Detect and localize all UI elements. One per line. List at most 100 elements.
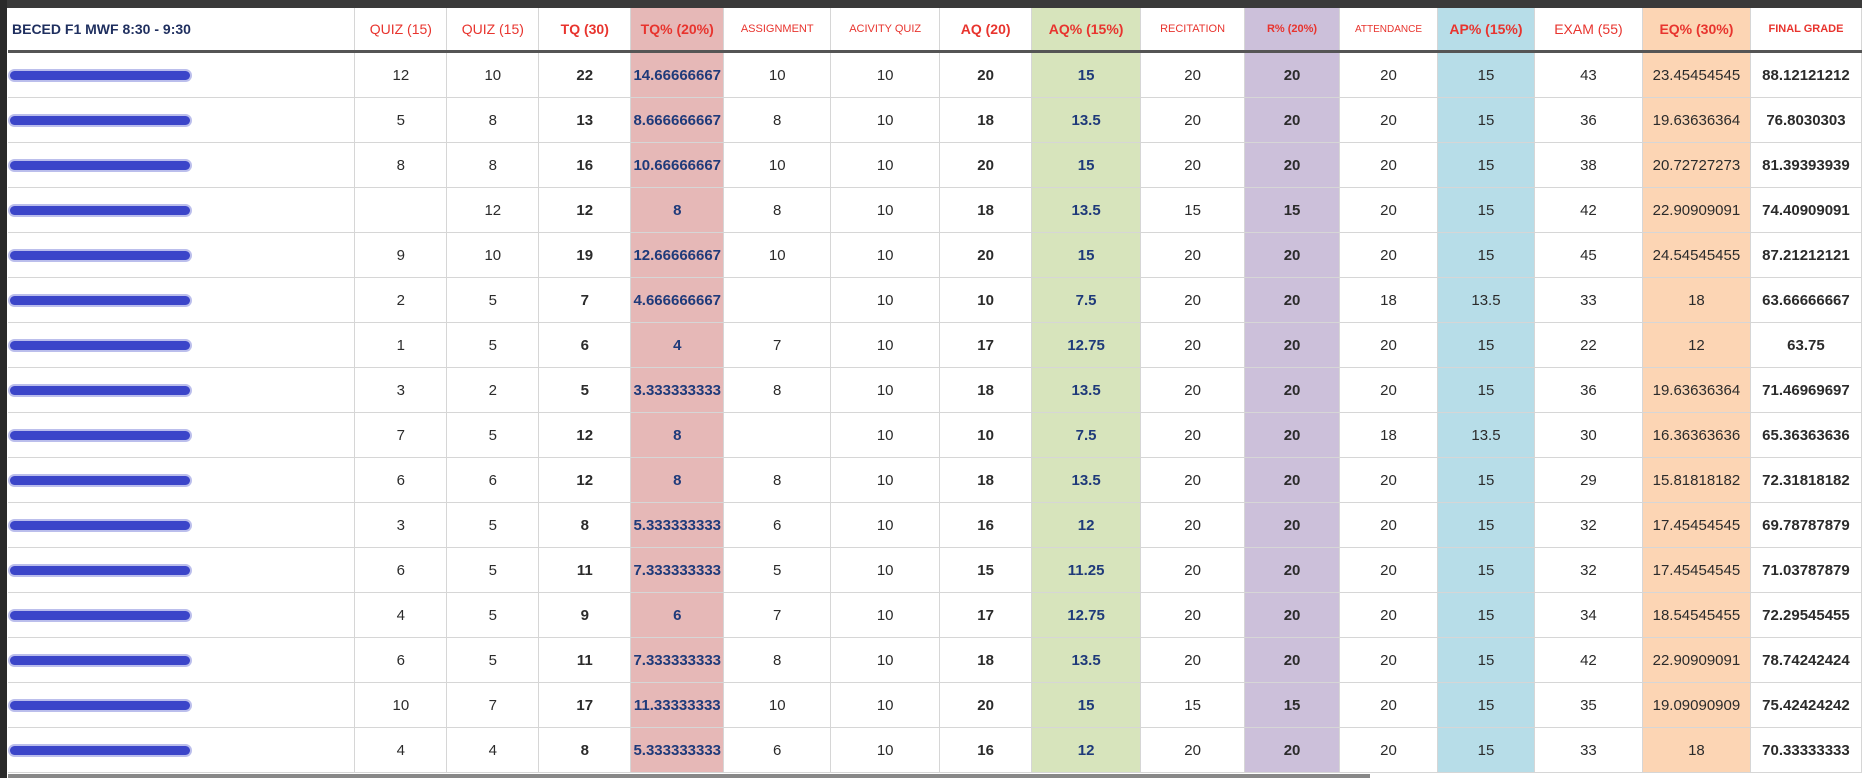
cell-student-name-redacted[interactable] — [8, 142, 356, 188]
cell-r-pct[interactable]: 20 — [1244, 592, 1341, 638]
cell-quiz-2[interactable]: 10 — [446, 51, 540, 98]
cell-student-name-redacted[interactable] — [8, 682, 356, 728]
cell-recitation[interactable]: 20 — [1140, 637, 1246, 683]
cell-aq-pct[interactable]: 15 — [1031, 232, 1142, 278]
cell-aq[interactable]: 18 — [939, 187, 1033, 233]
cell-recitation[interactable]: 20 — [1140, 367, 1246, 413]
cell-final-grade[interactable]: 70.33333333 — [1750, 727, 1862, 773]
cell-r-pct[interactable]: 20 — [1244, 547, 1341, 593]
cell-tq[interactable]: 7 — [538, 277, 632, 323]
cell-assignment[interactable]: 10 — [723, 51, 832, 98]
cell-aq-pct[interactable]: 12 — [1031, 502, 1142, 548]
header-r-pct[interactable]: R% (20%) — [1244, 8, 1341, 53]
cell-tq-pct[interactable]: 7.333333333 — [630, 547, 725, 593]
cell-exam[interactable]: 32 — [1534, 547, 1643, 593]
cell-eq-pct[interactable]: 15.81818182 — [1642, 457, 1751, 503]
cell-recitation[interactable]: 20 — [1140, 592, 1246, 638]
cell-ap-pct[interactable]: 13.5 — [1437, 412, 1535, 458]
cell-quiz-2[interactable]: 2 — [446, 367, 540, 413]
cell-recitation[interactable]: 20 — [1140, 322, 1246, 368]
cell-tq[interactable]: 17 — [538, 682, 632, 728]
cell-final-grade[interactable]: 81.39393939 — [1750, 142, 1862, 188]
cell-eq-pct[interactable]: 19.09090909 — [1642, 682, 1751, 728]
header-final-grade[interactable]: FINAL GRADE — [1750, 8, 1862, 53]
cell-student-name-redacted[interactable] — [8, 51, 356, 98]
cell-r-pct[interactable]: 20 — [1244, 277, 1341, 323]
cell-eq-pct[interactable]: 20.72727273 — [1642, 142, 1751, 188]
cell-assignment[interactable]: 6 — [723, 502, 832, 548]
cell-tq[interactable]: 8 — [538, 727, 632, 773]
cell-tq-pct[interactable]: 12.66666667 — [630, 232, 725, 278]
cell-ap-pct[interactable]: 15 — [1437, 637, 1535, 683]
cell-aq[interactable]: 20 — [939, 51, 1033, 98]
cell-tq[interactable]: 22 — [538, 51, 632, 98]
cell-student-name-redacted[interactable] — [8, 367, 356, 413]
cell-recitation[interactable]: 15 — [1140, 682, 1246, 728]
cell-exam[interactable]: 36 — [1534, 367, 1643, 413]
header-eq-pct[interactable]: EQ% (30%) — [1642, 8, 1751, 53]
cell-quiz-2[interactable]: 5 — [446, 322, 540, 368]
cell-tq[interactable]: 13 — [538, 97, 632, 143]
cell-student-name-redacted[interactable] — [8, 97, 356, 143]
cell-assignment[interactable]: 8 — [723, 457, 832, 503]
cell-quiz-1[interactable]: 3 — [354, 502, 448, 548]
cell-activity-quiz[interactable]: 10 — [830, 502, 941, 548]
cell-final-grade[interactable]: 88.12121212 — [1750, 51, 1862, 98]
cell-aq[interactable]: 16 — [939, 727, 1033, 773]
cell-final-grade[interactable]: 63.66666667 — [1750, 277, 1862, 323]
cell-attendance[interactable]: 20 — [1339, 51, 1438, 98]
cell-quiz-1[interactable]: 4 — [354, 592, 448, 638]
cell-final-grade[interactable]: 76.8030303 — [1750, 97, 1862, 143]
cell-activity-quiz[interactable]: 10 — [830, 277, 941, 323]
cell-tq[interactable]: 6 — [538, 322, 632, 368]
cell-assignment[interactable]: 6 — [723, 727, 832, 773]
cell-tq-pct[interactable]: 4.666666667 — [630, 277, 725, 323]
cell-final-grade[interactable]: 71.46969697 — [1750, 367, 1862, 413]
cell-exam[interactable]: 43 — [1534, 51, 1643, 98]
cell-r-pct[interactable]: 20 — [1244, 412, 1341, 458]
header-assignment[interactable]: ASSIGNMENT — [723, 8, 832, 53]
cell-ap-pct[interactable]: 15 — [1437, 97, 1535, 143]
cell-exam[interactable]: 45 — [1534, 232, 1643, 278]
cell-exam[interactable]: 35 — [1534, 682, 1643, 728]
cell-exam[interactable]: 29 — [1534, 457, 1643, 503]
cell-attendance[interactable]: 20 — [1339, 637, 1438, 683]
cell-r-pct[interactable]: 15 — [1244, 187, 1341, 233]
cell-aq[interactable]: 10 — [939, 412, 1033, 458]
cell-ap-pct[interactable]: 15 — [1437, 142, 1535, 188]
cell-student-name-redacted[interactable] — [8, 187, 356, 233]
cell-aq-pct[interactable]: 13.5 — [1031, 187, 1142, 233]
cell-recitation[interactable]: 20 — [1140, 412, 1246, 458]
cell-recitation[interactable]: 20 — [1140, 51, 1246, 98]
cell-eq-pct[interactable]: 18.54545455 — [1642, 592, 1751, 638]
cell-quiz-2[interactable]: 7 — [446, 682, 540, 728]
cell-recitation[interactable]: 20 — [1140, 457, 1246, 503]
cell-assignment[interactable]: 8 — [723, 187, 832, 233]
cell-assignment[interactable]: 7 — [723, 592, 832, 638]
cell-tq-pct[interactable]: 8 — [630, 457, 725, 503]
cell-aq-pct[interactable]: 12 — [1031, 727, 1142, 773]
cell-quiz-1[interactable]: 8 — [354, 142, 448, 188]
section-title-cell[interactable]: BECED F1 MWF 8:30 - 9:30 — [8, 8, 356, 53]
cell-quiz-1[interactable]: 1 — [354, 322, 448, 368]
cell-tq-pct[interactable]: 10.66666667 — [630, 142, 725, 188]
cell-tq-pct[interactable]: 8.666666667 — [630, 97, 725, 143]
cell-quiz-2[interactable]: 10 — [446, 232, 540, 278]
cell-final-grade[interactable]: 63.75 — [1750, 322, 1862, 368]
cell-activity-quiz[interactable]: 10 — [830, 367, 941, 413]
cell-aq-pct[interactable]: 13.5 — [1031, 457, 1142, 503]
cell-quiz-1[interactable]: 3 — [354, 367, 448, 413]
cell-activity-quiz[interactable]: 10 — [830, 547, 941, 593]
cell-student-name-redacted[interactable] — [8, 457, 356, 503]
horizontal-scrollbar[interactable] — [8, 774, 1370, 778]
cell-eq-pct[interactable]: 17.45454545 — [1642, 502, 1751, 548]
cell-activity-quiz[interactable]: 10 — [830, 412, 941, 458]
cell-eq-pct[interactable]: 16.36363636 — [1642, 412, 1751, 458]
cell-assignment[interactable] — [723, 412, 832, 458]
cell-attendance[interactable]: 20 — [1339, 187, 1438, 233]
cell-tq-pct[interactable]: 11.33333333 — [630, 682, 725, 728]
cell-tq-pct[interactable]: 8 — [630, 412, 725, 458]
cell-aq[interactable]: 20 — [939, 232, 1033, 278]
cell-eq-pct[interactable]: 22.90909091 — [1642, 187, 1751, 233]
cell-exam[interactable]: 33 — [1534, 277, 1643, 323]
